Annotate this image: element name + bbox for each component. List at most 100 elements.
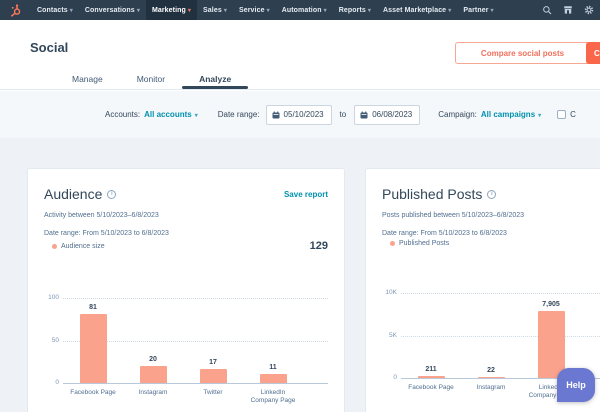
chevron-down-icon bbox=[195, 110, 198, 119]
bar-linkedin-company-page[interactable] bbox=[537, 311, 565, 378]
audience-total-value: 129 bbox=[309, 240, 328, 252]
info-icon[interactable] bbox=[487, 189, 497, 199]
category-label: Facebook Page bbox=[408, 384, 454, 391]
nav-item-label: Marketing bbox=[151, 6, 186, 14]
save-report-link[interactable]: Save report bbox=[283, 189, 328, 199]
accounts-label: Accounts: bbox=[105, 110, 141, 119]
settings-icon[interactable] bbox=[584, 5, 594, 15]
audience-bar-chart: 0 50 100 81 Facebook Page 20 Instagram 17 Twitte… bbox=[44, 288, 328, 412]
y-tick-label: 0 bbox=[393, 374, 397, 381]
bar-twitter[interactable] bbox=[199, 369, 227, 383]
tab-analyze[interactable]: Analyze bbox=[182, 69, 249, 89]
chevron-down-icon bbox=[368, 7, 371, 14]
bar-value-label: 17 bbox=[209, 359, 217, 366]
bar-value-label: 11 bbox=[269, 364, 277, 371]
campaign-dropdown-value: All campaigns bbox=[480, 110, 536, 119]
gridline bbox=[63, 298, 328, 299]
content-area: Audience Save report Activity between 5/… bbox=[0, 138, 600, 412]
bar-instagram[interactable] bbox=[477, 377, 505, 378]
marketplace-icon[interactable] bbox=[563, 5, 573, 15]
published-posts-card-title: Published Posts bbox=[382, 186, 483, 202]
legend-dot-icon bbox=[390, 241, 395, 246]
nav-utility-icons bbox=[542, 0, 600, 20]
nav-item-service[interactable]: Service bbox=[233, 0, 276, 20]
top-navigation-bar: Contacts Conversations Marketing Sales Servi… bbox=[0, 0, 600, 20]
nav-item-asset-marketplace[interactable]: Asset Marketplace bbox=[377, 0, 457, 20]
help-button[interactable]: Help bbox=[557, 368, 595, 402]
compare-social-posts-button[interactable]: Compare social posts bbox=[455, 42, 590, 64]
nav-item-reports[interactable]: Reports bbox=[333, 0, 377, 20]
category-label: Facebook Page bbox=[70, 389, 116, 396]
tab-bar: Manage Monitor Analyze bbox=[55, 69, 249, 89]
nav-item-marketing[interactable]: Marketing bbox=[145, 0, 198, 20]
audience-card: Audience Save report Activity between 5/… bbox=[27, 168, 345, 412]
nav-item-label: Reports bbox=[338, 6, 366, 14]
gridline bbox=[401, 293, 600, 294]
chevron-down-icon bbox=[70, 7, 73, 14]
nav-item-label: Service bbox=[238, 6, 265, 14]
bar-instagram[interactable] bbox=[139, 366, 167, 383]
calendar-icon bbox=[272, 111, 280, 118]
bar-facebook-page[interactable] bbox=[417, 376, 445, 378]
category-label: LinkedIn Company Page bbox=[528, 384, 574, 400]
accounts-dropdown-value: All accounts bbox=[144, 110, 192, 119]
bar-facebook-page[interactable] bbox=[79, 314, 107, 383]
audience-legend-label: Audience size bbox=[61, 242, 105, 250]
bar-value-label: 22 bbox=[487, 367, 495, 374]
chevron-down-icon bbox=[267, 7, 270, 14]
category-label: LinkedIn Company Page bbox=[250, 389, 296, 405]
chevron-down-icon bbox=[137, 7, 140, 14]
date-from-input[interactable]: 05/10/2023 bbox=[265, 104, 332, 125]
y-tick-label: 5K bbox=[389, 331, 397, 339]
chevron-down-icon bbox=[538, 110, 541, 119]
hubspot-logo-icon[interactable] bbox=[0, 0, 31, 20]
published-posts-card: Published Posts Posts published between … bbox=[365, 168, 600, 412]
nav-item-label: Contacts bbox=[37, 6, 68, 14]
nav-item-sales[interactable]: Sales bbox=[197, 0, 233, 20]
accounts-dropdown[interactable]: All accounts bbox=[144, 110, 198, 119]
nav-item-label: Sales bbox=[203, 6, 222, 14]
calendar-icon bbox=[360, 111, 368, 118]
category-label: Instagram bbox=[476, 384, 506, 391]
nav-item-conversations[interactable]: Conversations bbox=[79, 0, 146, 20]
create-social-post-button[interactable]: Create social post bbox=[586, 42, 600, 64]
date-to-value: 06/08/2023 bbox=[372, 110, 413, 119]
chevron-down-icon bbox=[448, 7, 451, 14]
date-from-value: 05/10/2023 bbox=[283, 110, 324, 119]
nav-item-label: Asset Marketplace bbox=[383, 6, 447, 14]
y-tick-label: 10K bbox=[385, 289, 397, 296]
y-tick-label: 100 bbox=[48, 294, 59, 301]
nav-item-contacts[interactable]: Contacts bbox=[31, 0, 79, 20]
info-icon[interactable] bbox=[107, 189, 117, 199]
nav-item-label: Conversations bbox=[84, 6, 135, 14]
gridline bbox=[63, 340, 328, 342]
x-axis-line bbox=[63, 383, 328, 384]
nav-item-automation[interactable]: Automation bbox=[276, 0, 333, 20]
campaign-dropdown[interactable]: All campaigns bbox=[481, 110, 541, 119]
audience-subtitle: Activity between 5/10/2023–6/8/2023 bbox=[44, 212, 159, 219]
nav-item-partner[interactable]: Partner bbox=[457, 0, 499, 20]
clipped-filter-label: C bbox=[570, 110, 576, 119]
search-icon[interactable] bbox=[542, 5, 552, 15]
x-axis-line bbox=[401, 378, 600, 379]
tab-manage[interactable]: Manage bbox=[72, 74, 103, 84]
tab-monitor[interactable]: Monitor bbox=[136, 74, 166, 84]
bar-value-label: 81 bbox=[89, 304, 97, 311]
category-label: Twitter bbox=[203, 389, 223, 396]
chevron-down-icon bbox=[324, 7, 327, 14]
filter-bar: Accounts: All accounts Date range: 05/10… bbox=[0, 91, 600, 138]
to-label: to bbox=[339, 110, 347, 119]
bar-linkedin-company-page[interactable] bbox=[259, 374, 287, 383]
bar-value-label: 7,905 bbox=[542, 301, 560, 308]
bar-value-label: 211 bbox=[425, 366, 437, 373]
campaign-label: Campaign: bbox=[438, 110, 477, 119]
compare-checkbox[interactable] bbox=[557, 110, 567, 119]
gridline bbox=[401, 335, 600, 337]
date-to-input[interactable]: 06/08/2023 bbox=[354, 104, 421, 125]
date-range-label: Date range: bbox=[217, 110, 260, 119]
nav-item-label: Automation bbox=[281, 6, 322, 14]
page-header: Social Compare social posts Create socia… bbox=[0, 20, 600, 90]
legend-dot-icon bbox=[52, 243, 57, 249]
published-posts-bar-chart: 0 5K 10K 211 Facebook Page 22 Instagram 7,905 Li… bbox=[382, 283, 600, 411]
